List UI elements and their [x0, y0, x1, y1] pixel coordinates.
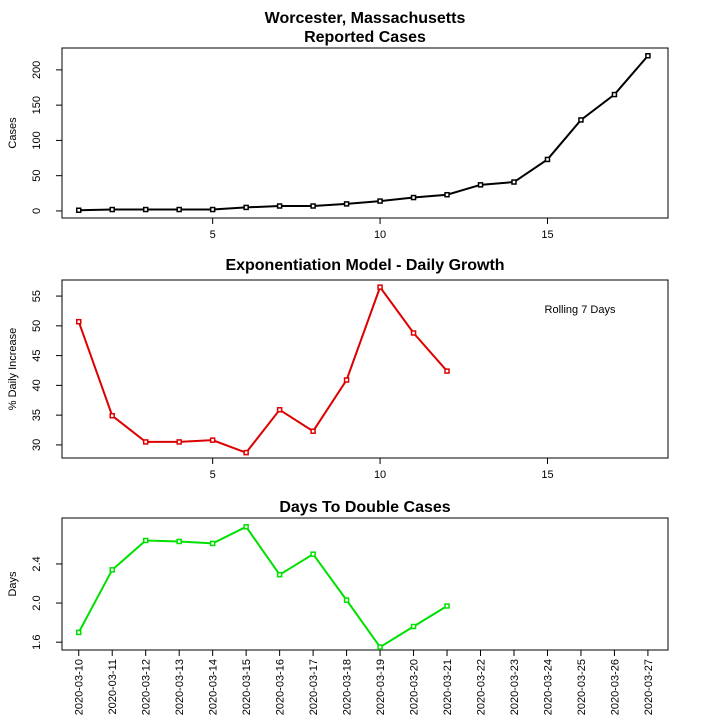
point: [276, 407, 283, 413]
point: [444, 368, 450, 374]
series-line: [78, 55, 649, 212]
y-tick-label: 150: [31, 96, 43, 114]
x-tick-label: 15: [541, 229, 553, 241]
x-tick-label: 2020-03-11: [107, 659, 119, 714]
x-tick-label: 2020-03-26: [609, 659, 621, 715]
point: [410, 330, 417, 336]
point: [75, 318, 82, 325]
series-line: [77, 285, 448, 454]
point: [377, 198, 383, 204]
point: [109, 567, 115, 573]
x-tick-label: 2020-03-25: [576, 659, 588, 715]
x-tick-label: 10: [374, 469, 386, 481]
point: [444, 603, 450, 609]
point: [511, 179, 517, 185]
point: [310, 203, 316, 209]
x-tick-label: 2020-03-24: [542, 659, 554, 715]
plot-box: [61, 517, 669, 651]
point: [444, 191, 450, 198]
point: [377, 284, 383, 290]
y-tick-label: 30: [31, 439, 43, 451]
point: [176, 538, 182, 545]
y-tick-label: 2.0: [31, 595, 43, 610]
point: [310, 551, 316, 557]
x-tick-label: 2020-03-23: [509, 659, 521, 715]
point: [410, 623, 417, 630]
point: [243, 524, 249, 530]
y-axis-label: Days: [7, 571, 19, 597]
point: [209, 206, 216, 213]
x-tick-label: 2020-03-21: [442, 659, 454, 715]
y-tick-label: 1.6: [31, 635, 43, 650]
x-tick-label: 2020-03-15: [241, 659, 253, 715]
y-tick-label: 0: [31, 208, 43, 214]
x-tick-label: 2020-03-17: [308, 659, 320, 715]
chart-subtitle: Reported Cases: [304, 29, 426, 46]
chart-title: Worcester, Massachusetts: [265, 10, 466, 27]
x-tick-label: 15: [541, 469, 553, 481]
point: [142, 537, 149, 544]
plot-box: [61, 47, 669, 219]
y-tick-label: 40: [31, 379, 43, 391]
y-tick-label: 200: [31, 61, 43, 79]
y-tick-label: 50: [31, 170, 43, 182]
x-tick-label: 5: [210, 469, 216, 481]
x-tick-label: 2020-03-22: [476, 659, 488, 715]
point: [377, 644, 383, 650]
chart-title: Days To Double Cases: [279, 499, 450, 516]
x-tick-label: 5: [210, 229, 216, 241]
point: [209, 540, 216, 547]
point: [477, 182, 484, 188]
point: [75, 207, 82, 213]
y-tick-label: 45: [31, 349, 43, 361]
point: [410, 194, 417, 201]
point: [243, 204, 249, 211]
y-tick-label: 100: [31, 131, 43, 149]
point: [611, 91, 618, 98]
point: [142, 206, 149, 213]
chart-title: Exponentiation Model - Daily Growth: [225, 257, 504, 274]
point: [176, 206, 182, 213]
x-tick-label: 10: [374, 229, 386, 241]
point: [343, 201, 350, 207]
x-tick-label: 2020-03-12: [141, 659, 153, 715]
x-tick-label: 2020-03-16: [275, 659, 287, 715]
series-line: [77, 525, 448, 649]
x-tick-label: 2020-03-18: [342, 659, 354, 715]
y-tick-label: 50: [31, 320, 43, 332]
y-tick-label: 55: [31, 290, 43, 302]
x-tick-label: 2020-03-20: [409, 659, 421, 715]
point: [343, 377, 350, 383]
point: [109, 412, 115, 419]
point: [243, 449, 249, 456]
point: [142, 439, 149, 445]
x-tick-label: 2020-03-14: [208, 659, 220, 715]
point: [276, 203, 283, 209]
y-tick-label: 2.4: [31, 556, 43, 571]
point: [209, 437, 216, 443]
point: [645, 53, 651, 59]
x-tick-label: 2020-03-19: [375, 659, 387, 715]
point: [109, 206, 115, 213]
annotation: Rolling 7 Days: [545, 304, 616, 316]
x-tick-label: 2020-03-13: [174, 659, 186, 715]
y-axis-label: % Daily Increase: [7, 328, 19, 411]
y-axis-label: Cases: [7, 117, 19, 149]
y-tick-label: 35: [31, 409, 43, 421]
point: [310, 428, 316, 434]
point: [75, 629, 82, 636]
point: [544, 156, 551, 163]
point: [578, 117, 584, 123]
point: [276, 571, 283, 578]
point: [176, 439, 182, 445]
x-tick-label: 2020-03-10: [74, 659, 86, 715]
point: [343, 597, 350, 603]
plot-box: [61, 279, 669, 459]
x-tick-label: 2020-03-27: [643, 659, 655, 715]
